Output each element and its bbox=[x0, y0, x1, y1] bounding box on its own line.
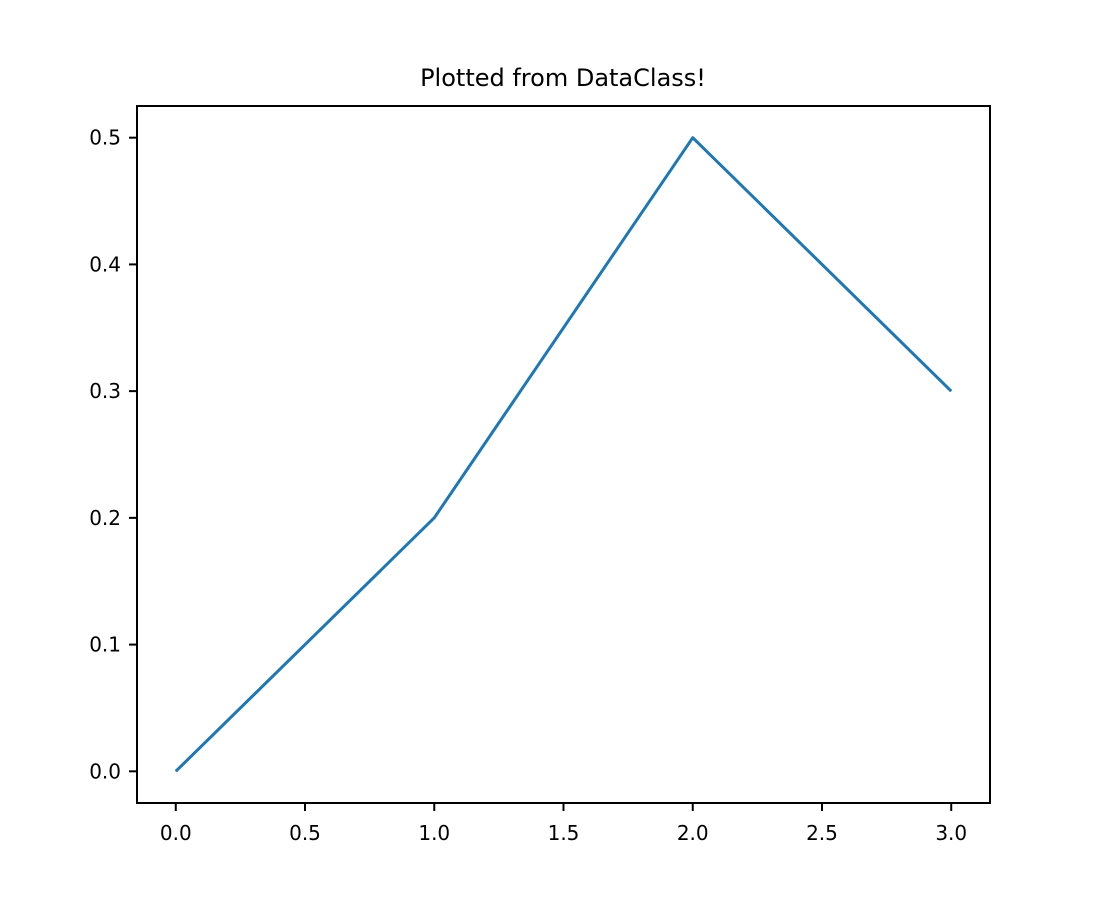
y-tick-label: 0.0 bbox=[89, 759, 121, 783]
y-tick-label: 0.2 bbox=[89, 506, 121, 530]
x-tick-label: 3.0 bbox=[935, 821, 967, 845]
plot-area: 0.0 0.5 1.0 1.5 2.0 2.5 3.0 0.0 0.1 0.2 0.3 0.4 0.5 bbox=[89, 105, 991, 845]
chart-title: Plotted from DataClass! bbox=[420, 64, 706, 92]
data-line bbox=[174, 136, 953, 773]
x-tick-label: 1.0 bbox=[418, 821, 450, 845]
y-tick-label: 0.5 bbox=[89, 126, 121, 150]
y-tick-label: 0.3 bbox=[89, 379, 121, 403]
x-tick-label: 1.5 bbox=[548, 821, 580, 845]
x-tick-label: 2.0 bbox=[677, 821, 709, 845]
y-tick-label: 0.1 bbox=[89, 633, 121, 657]
y-tick-label: 0.4 bbox=[89, 252, 121, 276]
x-tick-label: 0.0 bbox=[160, 821, 192, 845]
x-tick-label: 2.5 bbox=[806, 821, 838, 845]
x-tick-label: 0.5 bbox=[289, 821, 321, 845]
axes-spines bbox=[136, 105, 991, 804]
axes-background bbox=[137, 106, 990, 803]
